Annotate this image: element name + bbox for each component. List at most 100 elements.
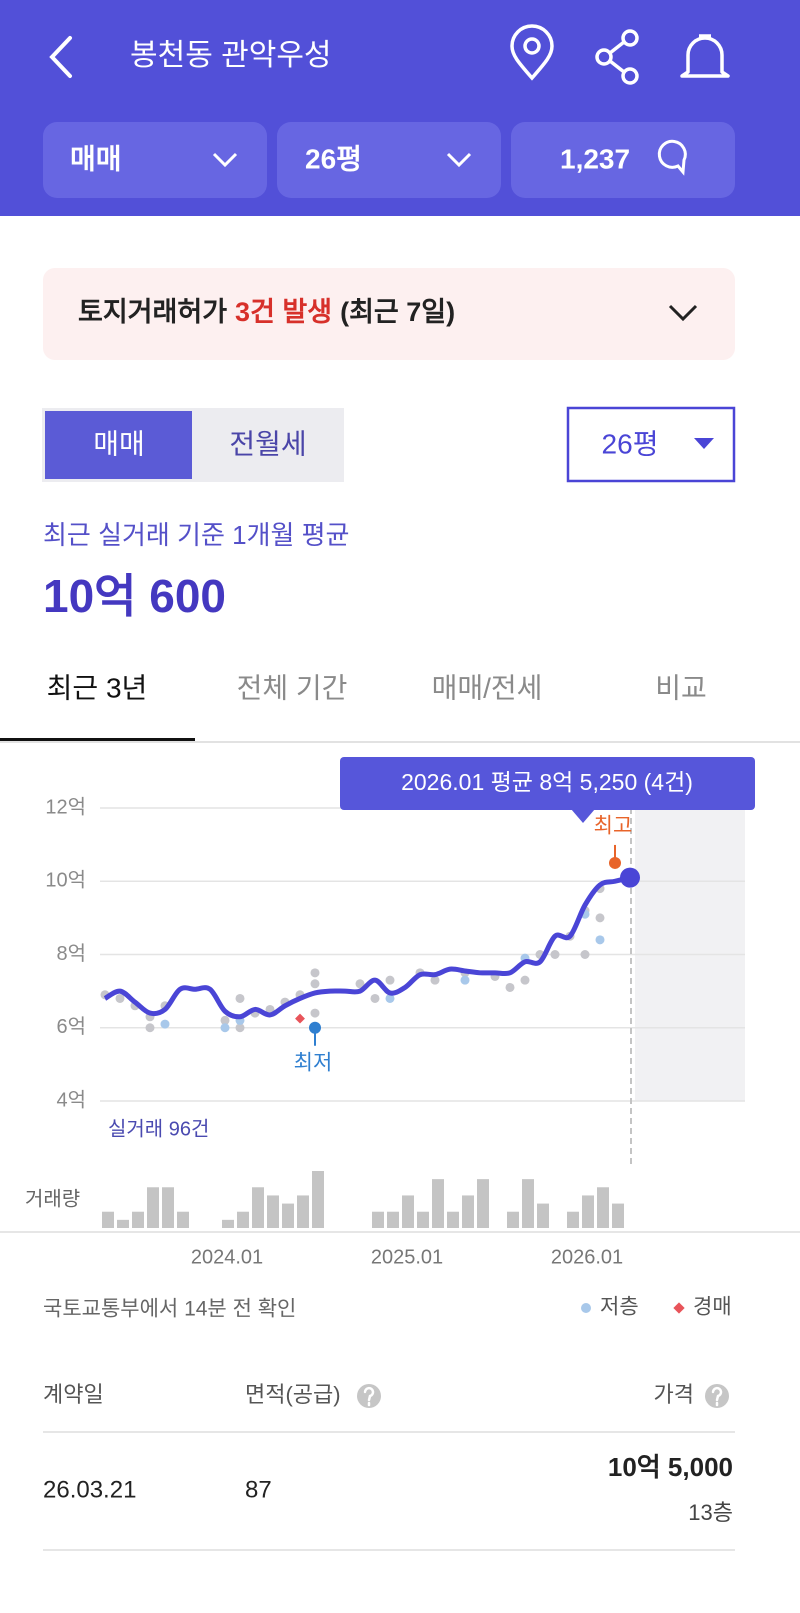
dropdown-arrow [694, 438, 714, 449]
trade-point [520, 975, 530, 985]
tooltip-pointer [571, 809, 595, 823]
volume-label: 거래량 [25, 1187, 80, 1210]
alert-prefix: 토지거래허가 [78, 297, 227, 327]
volume-bar [507, 1211, 519, 1228]
volume-bar [252, 1187, 264, 1228]
trade-point [595, 913, 605, 923]
volume-bar [387, 1211, 399, 1228]
filter-label: 매매 [70, 143, 122, 174]
volume-bar [147, 1187, 159, 1228]
area-dropdown-label: 26평 [602, 428, 659, 459]
trade-point [160, 1019, 170, 1029]
tab[interactable]: 비교 [655, 672, 707, 703]
trade-point [235, 993, 245, 1003]
trade-point [460, 975, 470, 985]
tab[interactable]: 매매/전세 [432, 672, 543, 703]
volume-bar [537, 1203, 549, 1228]
volume-bar [462, 1195, 474, 1228]
source-note: 국토교통부에서 14분 전 확인 [43, 1298, 296, 1321]
trade-point [430, 975, 440, 985]
trade-point [235, 1023, 245, 1033]
y-tick-label: 12억 [45, 795, 86, 818]
volume-bar [222, 1219, 234, 1228]
trade-point [505, 982, 515, 992]
help-glyph [711, 1386, 723, 1407]
filter-button[interactable] [43, 122, 267, 198]
trade-point [550, 950, 560, 959]
volume-bar [477, 1179, 489, 1228]
tab-underline [0, 738, 195, 742]
alert-banner[interactable] [43, 268, 735, 360]
trade-point [220, 1023, 230, 1033]
auction-point [295, 1013, 305, 1024]
filter-button[interactable] [277, 122, 501, 198]
tooltip-box [340, 757, 755, 810]
x-tick-label: 2024.01 [191, 1246, 263, 1268]
marker-label: 최저 [294, 1051, 333, 1074]
trade-point [580, 950, 590, 959]
volume-bar [297, 1195, 309, 1228]
location-icon[interactable] [510, 24, 554, 81]
y-tick-label: 10억 [45, 869, 86, 892]
share-icon[interactable] [595, 29, 639, 85]
alert-suffix: (최근 7일) [340, 297, 455, 327]
filter-chevron [446, 152, 472, 168]
volume-bar [417, 1211, 429, 1228]
trade-point [115, 993, 125, 1003]
volume-bar [237, 1211, 249, 1228]
y-tick-label: 8억 [56, 942, 86, 965]
column-header: 계약일 [43, 1382, 104, 1407]
trade-price: 10억 5,000 [608, 1452, 733, 1482]
filter-button[interactable] [511, 122, 735, 198]
marker-label: 최고 [594, 814, 633, 837]
trade-date: 26.03.21 [43, 1476, 136, 1503]
volume-bar [267, 1195, 279, 1228]
comment-icon [657, 139, 687, 176]
trade-point [310, 1008, 320, 1018]
tab[interactable]: 전체 기간 [237, 672, 348, 703]
trade-point [220, 1015, 230, 1025]
bell-icon[interactable] [680, 34, 730, 78]
y-tick-label: 6억 [56, 1015, 86, 1038]
trade-point [310, 968, 320, 978]
x-tick-label: 2026.01 [551, 1246, 623, 1268]
volume-bar [372, 1211, 384, 1228]
average-value: 10억 600 [43, 570, 226, 622]
volume-bar [177, 1211, 189, 1228]
toggle-option[interactable]: 매매 [93, 428, 145, 459]
y-tick-label: 4억 [56, 1088, 86, 1111]
legend-marker [673, 1302, 685, 1314]
min-marker [309, 1021, 321, 1034]
volume-bar [612, 1203, 624, 1228]
back-button[interactable] [49, 36, 72, 78]
volume-bar [402, 1195, 414, 1228]
volume-bar [117, 1219, 129, 1228]
title: 봉천동 관악우성 [130, 39, 332, 72]
volume-bar [447, 1211, 459, 1228]
trade-floor: 13층 [688, 1500, 733, 1525]
alert-chevron [668, 304, 698, 322]
volume-bar [597, 1187, 609, 1228]
alert-text: 토지거래허가 3건 발생 (최근 7일) [78, 297, 455, 327]
filter-label: 1,237 [560, 143, 630, 174]
latest-point [620, 867, 640, 888]
price-line [103, 875, 631, 1020]
trade-point [355, 979, 365, 989]
tab[interactable]: 최근 3년 [47, 672, 148, 703]
trade-point [370, 993, 380, 1003]
volume-bar [282, 1203, 294, 1228]
trade-point [310, 979, 320, 989]
trade-point [145, 1023, 155, 1033]
volume-bar [522, 1179, 534, 1228]
help-glyph [363, 1386, 375, 1407]
filter-label: 26평 [305, 143, 362, 174]
column-header: 면적(공급) [245, 1382, 341, 1407]
volume-bar [432, 1179, 444, 1228]
volume-bar [162, 1187, 174, 1228]
trade-point [385, 975, 395, 985]
max-marker [609, 856, 621, 869]
toggle-selected [45, 411, 192, 479]
toggle-option[interactable]: 전월세 [229, 428, 306, 459]
volume-bar [102, 1211, 114, 1228]
